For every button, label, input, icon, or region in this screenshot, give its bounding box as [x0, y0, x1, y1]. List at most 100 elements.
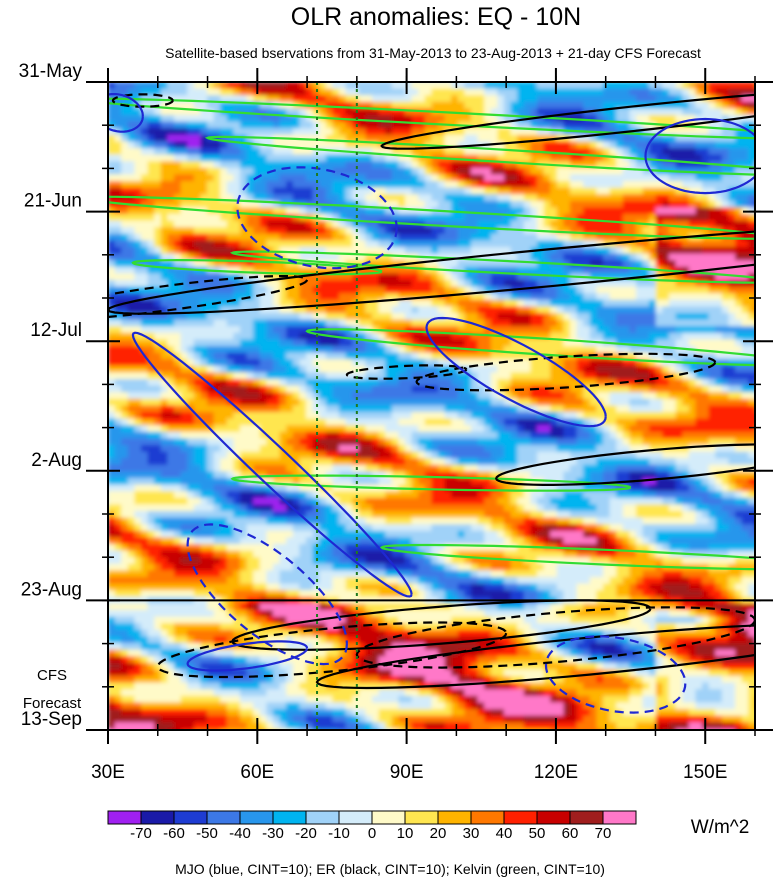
heatmap-cell: [675, 379, 683, 387]
heatmap-cell: [398, 299, 406, 307]
heatmap-cell: [352, 240, 360, 248]
heatmap-cell: [431, 194, 439, 202]
heatmap-cell: [550, 207, 558, 215]
heatmap-cell: [167, 121, 175, 129]
heatmap-cell: [702, 128, 710, 136]
heatmap-cell: [418, 266, 426, 274]
heatmap-cell: [471, 365, 479, 373]
heatmap-cell: [259, 154, 267, 162]
heatmap-cell: [167, 148, 175, 156]
heatmap-cell: [530, 313, 538, 321]
heatmap-cell: [332, 161, 340, 169]
heatmap-cell: [563, 372, 571, 380]
heatmap-cell: [121, 141, 129, 149]
heatmap-cell: [273, 273, 281, 281]
heatmap-cell: [622, 332, 630, 340]
heatmap-cell: [438, 339, 446, 347]
heatmap-cell: [411, 405, 419, 413]
heatmap-cell: [550, 240, 558, 248]
heatmap-cell: [457, 398, 465, 406]
heatmap-cell: [154, 332, 162, 340]
heatmap-cell: [108, 154, 116, 162]
heatmap-cell: [662, 319, 670, 327]
heatmap-cell: [226, 207, 234, 215]
heatmap-cell: [504, 405, 512, 413]
heatmap-cell: [160, 174, 168, 182]
heatmap-cell: [339, 385, 347, 393]
heatmap-cell: [622, 101, 630, 109]
heatmap-cell: [517, 233, 525, 241]
heatmap-cell: [490, 352, 498, 360]
heatmap-cell: [352, 412, 360, 420]
heatmap-cell: [273, 379, 281, 387]
heatmap-cell: [259, 260, 267, 268]
heatmap-cell: [200, 339, 208, 347]
heatmap-cell: [279, 207, 287, 215]
heatmap-cell: [669, 247, 677, 255]
heatmap-cell: [279, 247, 287, 255]
heatmap-cell: [418, 339, 426, 347]
heatmap-cell: [358, 332, 366, 340]
heatmap-cell: [405, 313, 413, 321]
heatmap-cell: [279, 154, 287, 162]
heatmap-cell: [398, 82, 406, 90]
heatmap-cell: [457, 95, 465, 103]
heatmap-cell: [220, 352, 228, 360]
heatmap-cell: [246, 227, 254, 235]
heatmap-cell: [669, 101, 677, 109]
heatmap-cell: [246, 214, 254, 222]
heatmap-cell: [259, 187, 267, 195]
heatmap-cell: [372, 154, 380, 162]
heatmap-cell: [596, 187, 604, 195]
heatmap-cell: [372, 332, 380, 340]
heatmap-cell: [147, 392, 155, 400]
heatmap-cell: [537, 326, 545, 334]
heatmap-cell: [398, 167, 406, 175]
heatmap-cell: [259, 293, 267, 301]
heatmap-cell: [609, 148, 617, 156]
heatmap-cell: [636, 187, 644, 195]
heatmap-cell: [563, 247, 571, 255]
heatmap-cell: [398, 286, 406, 294]
heatmap-cell: [174, 398, 182, 406]
heatmap-cell: [121, 326, 129, 334]
heatmap-cell: [583, 134, 591, 142]
heatmap-cell: [589, 148, 597, 156]
heatmap-cell: [477, 398, 485, 406]
heatmap-cell: [464, 174, 472, 182]
heatmap-cell: [180, 161, 188, 169]
heatmap-cell: [108, 148, 116, 156]
heatmap-cell: [207, 379, 215, 387]
heatmap-cell: [114, 365, 122, 373]
heatmap-cell: [332, 385, 340, 393]
heatmap-cell: [682, 260, 690, 268]
heatmap-cell: [279, 365, 287, 373]
heatmap-cell: [226, 313, 234, 321]
heatmap-cell: [629, 339, 637, 347]
heatmap-cell: [642, 299, 650, 307]
heatmap-cell: [319, 88, 327, 96]
heatmap-cell: [365, 108, 373, 116]
heatmap-cell: [741, 167, 749, 175]
heatmap-cell: [596, 379, 604, 387]
heatmap-cell: [259, 214, 267, 222]
heatmap-cell: [319, 82, 327, 90]
heatmap-cell: [424, 266, 432, 274]
heatmap-cell: [226, 253, 234, 261]
heatmap-cell: [662, 392, 670, 400]
heatmap-cell: [702, 108, 710, 116]
heatmap-cell: [207, 280, 215, 288]
heatmap-cell: [200, 372, 208, 380]
heatmap-cell: [523, 220, 531, 228]
heatmap-cell: [411, 280, 419, 288]
heatmap-cell: [154, 319, 162, 327]
heatmap-cell: [504, 115, 512, 123]
heatmap-cell: [523, 260, 531, 268]
heatmap-cell: [457, 141, 465, 149]
heatmap-cell: [253, 286, 261, 294]
heatmap-cell: [391, 207, 399, 215]
heatmap-cell: [576, 121, 584, 129]
heatmap-cell: [438, 187, 446, 195]
heatmap-cell: [603, 88, 611, 96]
heatmap-cell: [438, 346, 446, 354]
